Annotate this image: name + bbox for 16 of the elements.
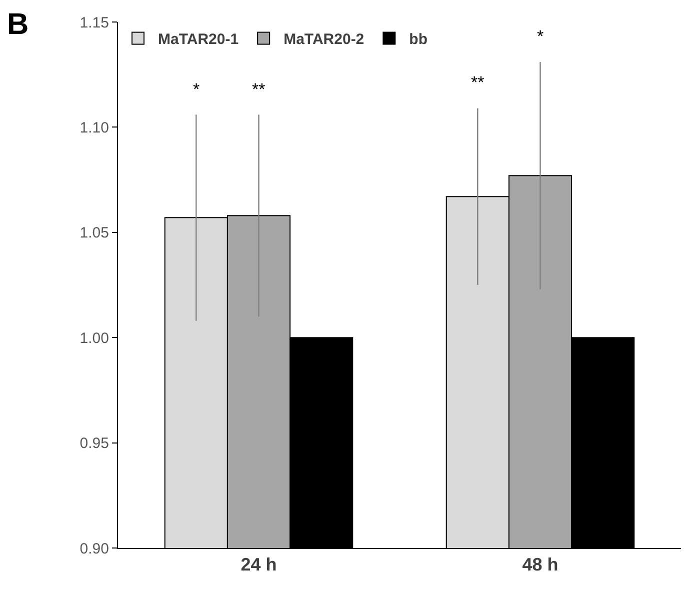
annotation: **: [252, 80, 266, 99]
y-tick-label: 1.10: [80, 119, 109, 136]
legend-label: bb: [409, 31, 428, 48]
legend-label: MaTAR20-2: [284, 31, 364, 48]
annotation: *: [193, 80, 200, 99]
y-tick-label: 1.05: [80, 224, 109, 242]
x-tick-label: 48 h: [522, 554, 558, 575]
y-tick-label: 0.90: [80, 540, 109, 558]
y-tick-label: 1.15: [80, 14, 109, 32]
x-tick-label: 24 h: [240, 554, 277, 575]
legend-label: MaTAR20-1: [158, 31, 239, 48]
text: B: [7, 8, 29, 41]
annotation: *: [537, 27, 544, 46]
y-tick-label: 1.00: [80, 330, 109, 347]
annotation: **: [471, 73, 485, 92]
y-tick-label: 0.95: [80, 435, 109, 452]
